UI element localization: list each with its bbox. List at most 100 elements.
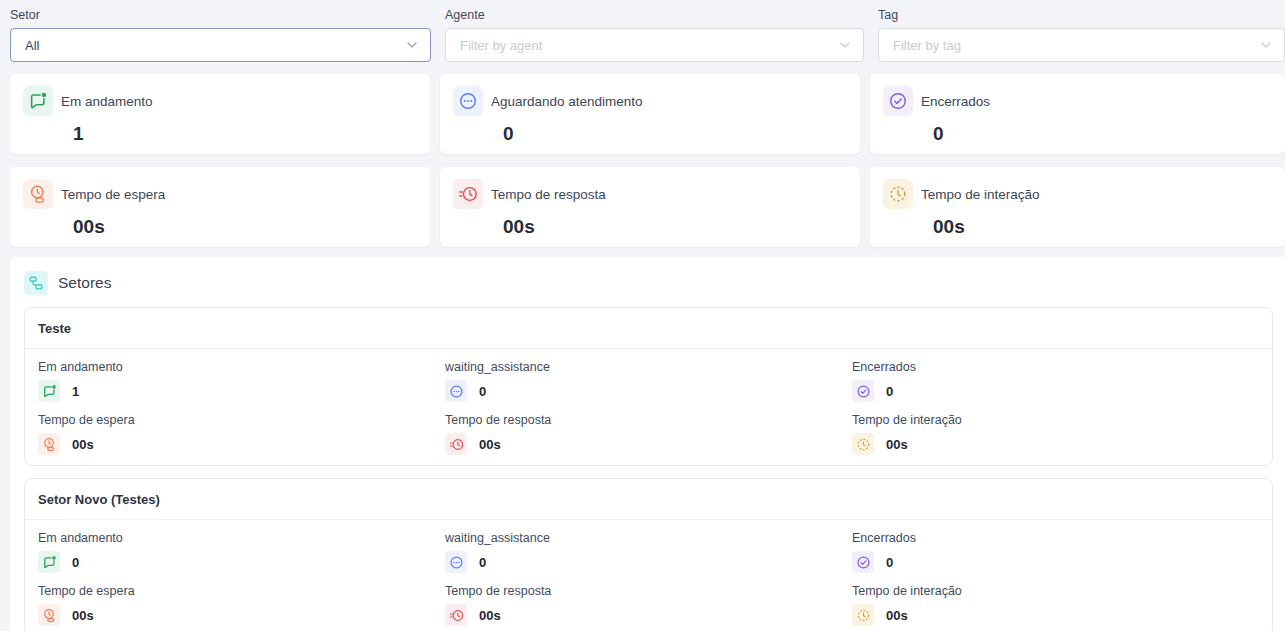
stat-value: 0	[72, 555, 79, 570]
stat-label: Tempo de interação	[852, 413, 1259, 427]
stat-value: 00s	[72, 437, 94, 452]
tag-filter-group: Tag	[878, 8, 1285, 62]
card-aguardando-atendimento: Aguardando atendimento 0	[440, 74, 860, 154]
tag-filter-select[interactable]	[878, 28, 1285, 62]
stat-label: waiting_assistance	[445, 531, 852, 545]
stat-value: 0	[479, 384, 486, 399]
card-value: 00s	[933, 216, 1285, 238]
stat-label: Em andamento	[38, 360, 445, 374]
check-circle-icon	[852, 551, 874, 573]
agent-filter-label: Agente	[445, 8, 864, 22]
chat-icon	[38, 551, 60, 573]
stat-value: 0	[886, 384, 893, 399]
sector-filter-value: All	[25, 38, 406, 53]
stat-label: Tempo de espera	[38, 584, 445, 598]
agent-filter-group: Agente	[445, 8, 864, 62]
check-circle-icon	[883, 86, 913, 116]
stat-label: Em andamento	[38, 531, 445, 545]
stat-label: Tempo de espera	[38, 413, 445, 427]
sectors-icon	[24, 271, 48, 295]
card-value: 00s	[73, 216, 430, 238]
stat-value: 00s	[72, 608, 94, 623]
card-tempo-de-espera: Tempo de espera 00s	[10, 167, 430, 247]
sector-name: Setor Novo (Testes)	[25, 492, 1272, 520]
agent-filter-input[interactable]	[460, 38, 839, 53]
sector-stat-tempo-de-resposta: Tempo de resposta 00s	[445, 584, 852, 626]
sector-card: Teste Em andamento 1 waiting_assistance	[24, 307, 1273, 466]
card-label: Encerrados	[921, 94, 990, 109]
stat-value: 00s	[479, 608, 501, 623]
interaction-clock-icon	[852, 433, 874, 455]
response-clock-icon	[453, 179, 483, 209]
chevron-down-icon	[839, 39, 851, 51]
sector-list: Teste Em andamento 1 waiting_assistance	[24, 307, 1273, 631]
sectors-panel: Setores Teste Em andamento 1 waiting_ass…	[10, 257, 1285, 631]
chat-icon	[23, 86, 53, 116]
waiting-icon	[445, 551, 467, 573]
card-value: 0	[933, 123, 1285, 145]
filters-bar: Setor All Agente Tag	[0, 0, 1285, 62]
sector-filter-select[interactable]: All	[10, 28, 431, 62]
sector-stat-tempo-de-espera: Tempo de espera 00s	[38, 584, 445, 626]
sector-name: Teste	[25, 321, 1272, 349]
card-encerrados: Encerrados 0	[870, 74, 1285, 154]
sector-filter-label: Setor	[10, 8, 431, 22]
card-label: Em andamento	[61, 94, 153, 109]
stat-label: Tempo de resposta	[445, 584, 852, 598]
sector-stat-encerrados: Encerrados 0	[852, 531, 1259, 573]
card-value: 00s	[503, 216, 860, 238]
stat-label: Encerrados	[852, 531, 1259, 545]
card-tempo-de-resposta: Tempo de resposta 00s	[440, 167, 860, 247]
sector-stat-encerrados: Encerrados 0	[852, 360, 1259, 402]
stat-value: 00s	[886, 437, 908, 452]
card-value: 0	[503, 123, 860, 145]
sector-stat-em-andamento: Em andamento 0	[38, 531, 445, 573]
stat-value: 0	[886, 555, 893, 570]
response-clock-icon	[445, 604, 467, 626]
wait-clock-icon	[38, 433, 60, 455]
card-em-andamento: Em andamento 1	[10, 74, 430, 154]
sector-stat-tempo-de-espera: Tempo de espera 00s	[38, 413, 445, 455]
wait-clock-icon	[38, 604, 60, 626]
chevron-down-icon	[1260, 39, 1272, 51]
sector-filter-group: Setor All	[10, 8, 431, 62]
interaction-clock-icon	[883, 179, 913, 209]
check-circle-icon	[852, 380, 874, 402]
waiting-icon	[445, 380, 467, 402]
stat-label: waiting_assistance	[445, 360, 852, 374]
sector-stat-tempo-de-interacao: Tempo de interação 00s	[852, 584, 1259, 626]
stat-label: Tempo de interação	[852, 584, 1259, 598]
tag-filter-input[interactable]	[893, 38, 1260, 53]
stat-value: 1	[72, 384, 79, 399]
tag-filter-label: Tag	[878, 8, 1285, 22]
waiting-icon	[453, 86, 483, 116]
chat-icon	[38, 380, 60, 402]
stat-value: 00s	[886, 608, 908, 623]
agent-filter-select[interactable]	[445, 28, 864, 62]
sector-stat-waiting-assistance: waiting_assistance 0	[445, 360, 852, 402]
chevron-down-icon	[406, 39, 418, 51]
sectors-title: Setores	[58, 274, 111, 292]
sector-stat-waiting-assistance: waiting_assistance 0	[445, 531, 852, 573]
stat-value: 00s	[479, 437, 501, 452]
sector-stats-grid: Em andamento 1 waiting_assistance 0	[25, 349, 1272, 455]
interaction-clock-icon	[852, 604, 874, 626]
response-clock-icon	[445, 433, 467, 455]
card-value: 1	[73, 123, 430, 145]
stat-value: 0	[479, 555, 486, 570]
sector-stat-tempo-de-resposta: Tempo de resposta 00s	[445, 413, 852, 455]
summary-cards: Em andamento 1 Aguardando atendimento 0 …	[10, 74, 1285, 247]
card-label: Tempo de espera	[61, 187, 165, 202]
card-label: Tempo de resposta	[491, 187, 606, 202]
stat-label: Tempo de resposta	[445, 413, 852, 427]
sector-stats-grid: Em andamento 0 waiting_assistance 0	[25, 520, 1272, 626]
sector-card: Setor Novo (Testes) Em andamento 0 waiti…	[24, 478, 1273, 631]
wait-clock-icon	[23, 179, 53, 209]
card-tempo-de-interacao: Tempo de interação 00s	[870, 167, 1285, 247]
card-label: Tempo de interação	[921, 187, 1040, 202]
card-label: Aguardando atendimento	[491, 94, 643, 109]
sectors-heading: Setores	[24, 271, 1273, 295]
stat-label: Encerrados	[852, 360, 1259, 374]
sector-stat-em-andamento: Em andamento 1	[38, 360, 445, 402]
sector-stat-tempo-de-interacao: Tempo de interação 00s	[852, 413, 1259, 455]
